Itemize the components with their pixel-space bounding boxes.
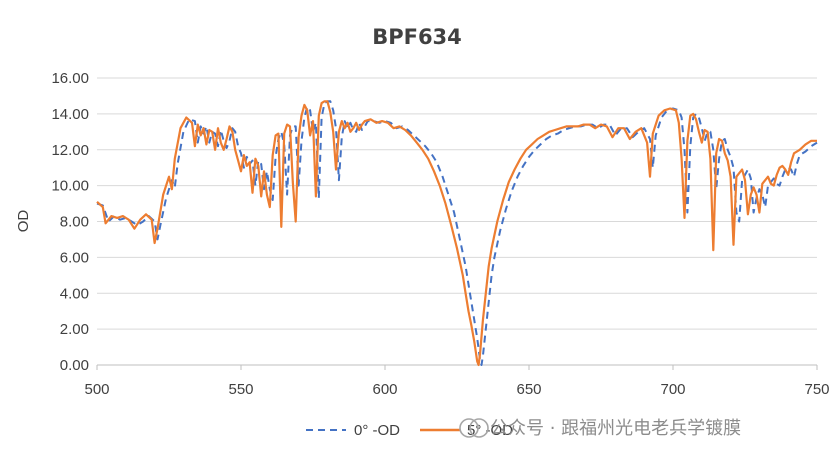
y-tick-label: 0.00 bbox=[60, 357, 89, 374]
series-line-0deg bbox=[96, 100, 818, 366]
y-tick-label: 6.00 bbox=[60, 249, 89, 266]
y-axis-ticks: 0.00 2.00 4.00 6.00 8.00 10.00 12.00 14.00 16.00 bbox=[51, 70, 89, 374]
y-tick-label: 16.00 bbox=[51, 70, 89, 87]
series-line-5deg bbox=[96, 100, 817, 367]
series-layer bbox=[96, 100, 818, 367]
y-tick-label: 2.00 bbox=[60, 321, 89, 338]
y-tick-label: 10.00 bbox=[51, 178, 89, 195]
x-tick-label: 700 bbox=[660, 381, 685, 398]
y-axis-title: OD bbox=[15, 210, 32, 233]
wechat-channel-icon bbox=[459, 418, 489, 438]
watermark-text: 公众号 · 跟福州光电老兵学镀膜 bbox=[490, 418, 741, 439]
chart-title: BPF634 bbox=[372, 25, 462, 49]
grid-lines bbox=[97, 77, 817, 366]
y-tick-label: 8.00 bbox=[60, 214, 89, 231]
y-tick-label: 4.00 bbox=[60, 285, 89, 302]
y-tick-label: 12.00 bbox=[51, 142, 89, 159]
legend-label-0deg: 0° -OD bbox=[354, 422, 400, 439]
x-axis-ticks: 500 550 600 650 700 750 bbox=[84, 365, 830, 398]
x-tick-label: 600 bbox=[372, 381, 397, 398]
y-tick-label: 14.00 bbox=[51, 106, 89, 123]
x-tick-label: 650 bbox=[516, 381, 541, 398]
x-tick-label: 500 bbox=[84, 381, 109, 398]
x-tick-label: 750 bbox=[804, 381, 829, 398]
x-tick-label: 550 bbox=[228, 381, 253, 398]
watermark: 公众号 · 跟福州光电老兵学镀膜 bbox=[459, 418, 741, 439]
